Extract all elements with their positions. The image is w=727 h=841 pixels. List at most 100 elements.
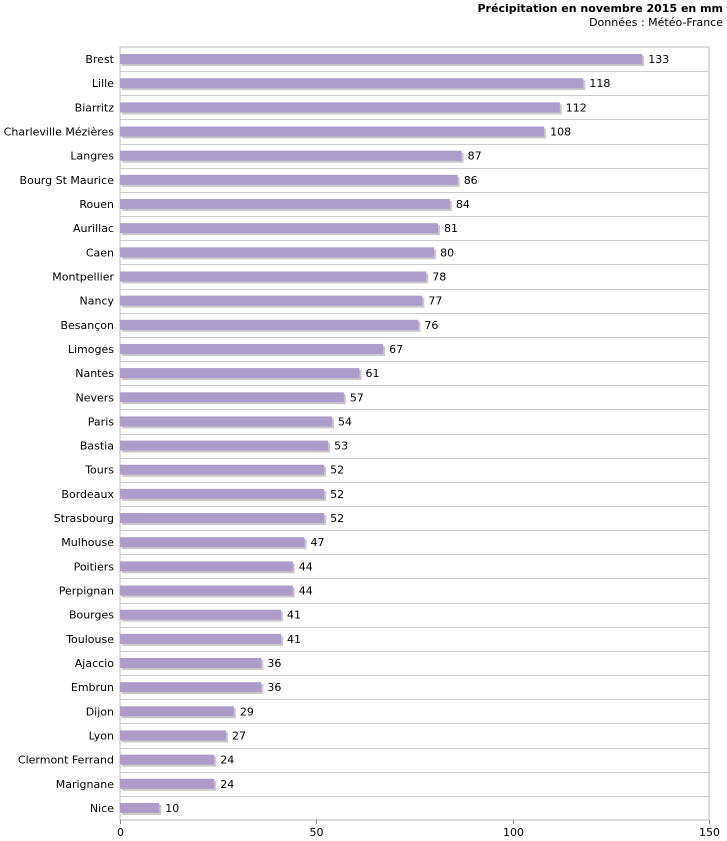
bar-22 [120,561,293,572]
category-label: Poitiers [74,560,115,573]
bar-31 [120,778,215,789]
bar-32 [120,802,160,813]
value-label: 112 [566,101,587,114]
x-tick-label: 50 [310,826,324,839]
value-label: 77 [428,295,442,308]
bar-1 [120,54,643,65]
value-label: 52 [330,488,344,501]
value-label: 84 [456,198,470,211]
value-label: 44 [299,560,313,573]
value-label: 133 [648,53,669,66]
bar-10 [120,271,427,282]
bar-13 [120,343,384,354]
category-label: Charleville Mézières [4,126,115,139]
category-label: Montpellier [52,270,114,283]
bar-17 [120,440,329,451]
category-label: Mulhouse [61,536,114,549]
plot-frame [119,46,710,821]
value-label: 57 [350,391,364,404]
bar-27 [120,682,262,693]
value-label: 76 [424,319,438,332]
category-label: Bourges [69,609,114,622]
value-label: 24 [220,778,234,791]
value-label: 118 [589,77,610,90]
category-label: Dijon [86,705,114,718]
category-label: Limoges [68,343,114,356]
category-label: Paris [88,415,114,428]
bar-29 [120,730,227,741]
bar-4 [120,126,545,137]
bar-6 [120,174,458,185]
bar-18 [120,464,325,475]
category-label: Clermont Ferrand [18,754,114,767]
value-label: 78 [432,270,446,283]
category-label: Embrun [71,681,114,694]
category-label: Lyon [89,729,114,742]
x-tick-label: 0 [117,826,124,839]
category-label: Biarritz [75,101,115,114]
category-label: Caen [86,246,114,259]
category-label: Aurillac [73,222,114,235]
value-label: 87 [468,150,482,163]
category-label: Toulouse [65,633,114,646]
value-label: 36 [267,681,281,694]
category-label: Strasbourg [54,512,114,525]
bar-20 [120,513,325,524]
bar-15 [120,392,344,403]
chart-subtitle: Données : Météo-France [589,16,723,29]
category-label: Besançon [60,319,114,332]
value-label: 53 [334,440,348,453]
axis-layer: 0 50 100 150 Brest 133 Lille 118 Biarritz 112 Char… [4,53,720,839]
value-label: 81 [444,222,458,235]
bars-layer [120,54,645,815]
value-label: 29 [240,705,254,718]
value-label: 52 [330,512,344,525]
category-label: Brest [85,53,114,66]
bar-21 [120,537,305,548]
value-label: 41 [287,609,301,622]
bar-24 [120,609,281,620]
bar-14 [120,368,360,379]
category-label: Bourg St Maurice [20,174,115,187]
category-label: Ajaccio [75,657,114,670]
category-label: Langres [70,150,114,163]
category-label: Tours [84,464,114,477]
x-tick-label: 100 [503,826,524,839]
bar-2 [120,78,584,89]
value-label: 41 [287,633,301,646]
value-label: 108 [550,126,571,139]
value-label: 52 [330,464,344,477]
bar-12 [120,319,419,330]
bar-7 [120,199,450,210]
bar-8 [120,223,439,234]
category-label: Perpignan [59,585,114,598]
value-label: 24 [220,754,234,767]
category-label: Nancy [80,295,115,308]
value-label: 67 [389,343,403,356]
value-label: 36 [267,657,281,670]
category-label: Marignane [56,778,114,791]
bar-16 [120,416,333,427]
value-label: 10 [165,802,179,815]
value-label: 27 [232,729,246,742]
value-label: 54 [338,415,352,428]
bar-3 [120,102,560,113]
category-label: Lille [92,77,114,90]
value-label: 44 [299,585,313,598]
bar-30 [120,754,215,765]
value-label: 86 [464,174,478,187]
bar-11 [120,295,423,306]
value-label: 80 [440,246,454,259]
category-label: Nevers [75,391,114,404]
value-label: 61 [366,367,380,380]
bar-28 [120,706,234,717]
bar-5 [120,150,462,161]
bar-19 [120,488,325,499]
category-label: Bordeaux [61,488,114,501]
bar-26 [120,657,262,668]
grid-layer [119,46,710,821]
bar-23 [120,585,293,596]
chart-header: Précipitation en novembre 2015 en mm Don… [478,2,724,30]
category-label: Bastia [80,440,114,453]
